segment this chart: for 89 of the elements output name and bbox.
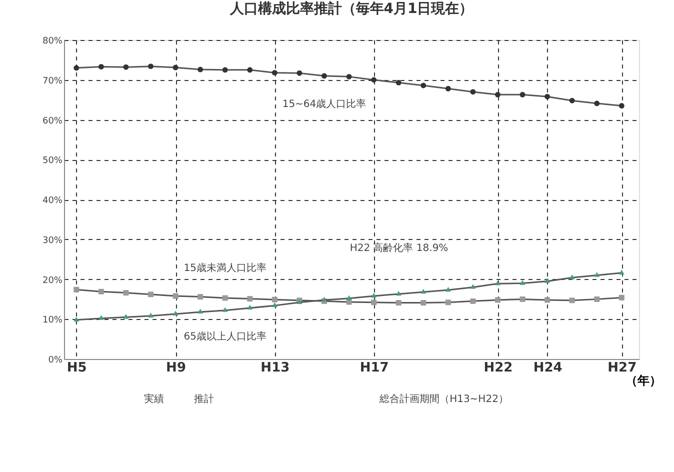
point bbox=[594, 100, 600, 106]
point bbox=[569, 298, 575, 304]
text: 総合計画期間（H13~H22） bbox=[378, 393, 508, 405]
point bbox=[123, 314, 129, 319]
point bbox=[98, 288, 104, 294]
point bbox=[569, 98, 575, 104]
point bbox=[445, 86, 451, 92]
text: 15歳未満人口比率 bbox=[184, 262, 266, 274]
point bbox=[148, 64, 154, 70]
point bbox=[594, 296, 600, 302]
point bbox=[544, 278, 550, 283]
point bbox=[569, 274, 575, 280]
point bbox=[172, 293, 178, 299]
point bbox=[322, 73, 327, 79]
point bbox=[172, 64, 178, 70]
point bbox=[172, 310, 178, 316]
point bbox=[198, 294, 204, 300]
point bbox=[371, 292, 377, 298]
point bbox=[618, 294, 624, 300]
point bbox=[123, 290, 129, 296]
y-tick-label: 50% bbox=[42, 156, 63, 166]
y-tick-label: 60% bbox=[42, 116, 63, 126]
point bbox=[396, 80, 402, 86]
point bbox=[520, 92, 526, 98]
point bbox=[272, 70, 278, 76]
point bbox=[494, 280, 500, 286]
y-tick-label: 10% bbox=[42, 316, 63, 326]
chart-title: 人口構成比率推計（毎年4月1日現在） bbox=[228, 0, 474, 17]
point bbox=[74, 286, 80, 292]
x-tick-label: H17 bbox=[360, 360, 389, 376]
x-tick-label: H24 bbox=[533, 360, 562, 376]
point bbox=[470, 89, 476, 95]
y-tick-label: 0% bbox=[48, 356, 63, 366]
y-tick-label: 80% bbox=[42, 36, 63, 46]
point bbox=[98, 315, 104, 320]
y-tick-label: 70% bbox=[42, 76, 63, 86]
point bbox=[420, 288, 426, 294]
text: 推計 bbox=[194, 393, 214, 405]
point bbox=[445, 300, 451, 306]
y-tick-label: 30% bbox=[42, 236, 63, 246]
point bbox=[222, 307, 228, 312]
x-tick-label: H9 bbox=[166, 360, 186, 376]
text: 実績 bbox=[144, 393, 164, 405]
point bbox=[222, 67, 228, 73]
point bbox=[74, 65, 80, 71]
x-tick-label: H5 bbox=[66, 360, 87, 376]
point bbox=[123, 64, 129, 70]
point bbox=[272, 302, 278, 308]
point bbox=[272, 296, 278, 302]
x-axis-title: （年） bbox=[626, 374, 662, 388]
point bbox=[247, 67, 253, 73]
point bbox=[494, 92, 500, 98]
point bbox=[296, 70, 302, 76]
y-tick-label: 40% bbox=[42, 196, 63, 206]
point bbox=[396, 300, 402, 306]
point bbox=[98, 64, 104, 70]
point bbox=[198, 308, 204, 314]
point bbox=[520, 280, 526, 285]
point bbox=[594, 272, 600, 277]
point bbox=[618, 270, 624, 274]
point bbox=[247, 304, 253, 310]
point bbox=[148, 312, 154, 318]
point bbox=[544, 94, 550, 100]
point bbox=[346, 295, 352, 300]
annotation: H22 高齢化率 18.9% bbox=[350, 242, 448, 254]
x-tick-label: H22 bbox=[484, 360, 513, 376]
x-tick-label: H27 bbox=[608, 360, 637, 376]
point bbox=[148, 292, 154, 298]
point bbox=[346, 74, 352, 80]
point bbox=[520, 296, 526, 302]
point bbox=[544, 297, 550, 303]
point bbox=[371, 77, 377, 83]
series-label: 15~64歳人口比率 bbox=[282, 98, 366, 110]
point bbox=[420, 300, 426, 306]
y-tick-label: 20% bbox=[42, 276, 63, 286]
point bbox=[222, 295, 228, 301]
point bbox=[494, 297, 500, 303]
point bbox=[470, 298, 476, 304]
series-label: 65歳以上人口比率 bbox=[184, 330, 266, 342]
point bbox=[74, 316, 80, 322]
point bbox=[371, 300, 377, 306]
point bbox=[470, 284, 476, 289]
point bbox=[396, 290, 402, 296]
point bbox=[618, 103, 624, 109]
point bbox=[247, 296, 253, 302]
x-tick-label: H13 bbox=[260, 360, 290, 376]
point bbox=[420, 82, 426, 88]
point bbox=[198, 66, 204, 72]
point bbox=[445, 286, 451, 292]
